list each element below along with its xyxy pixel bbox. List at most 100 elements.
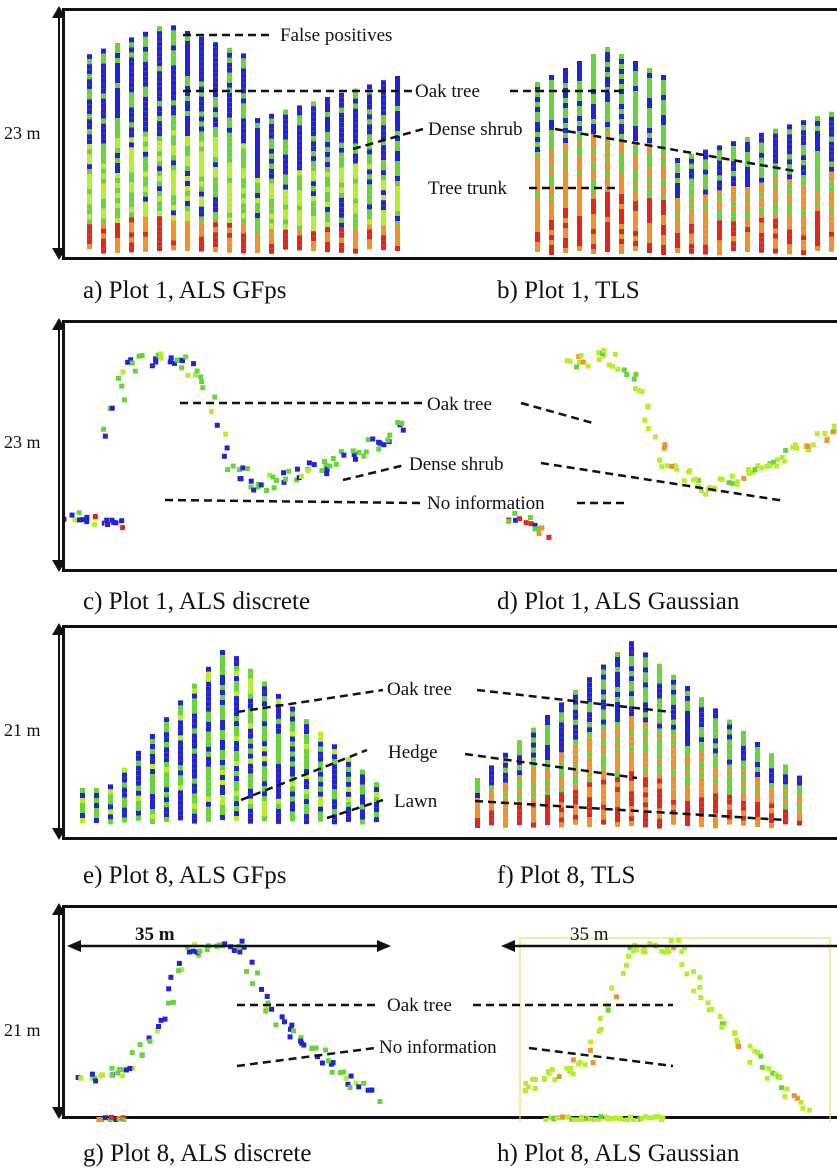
- point: [689, 208, 694, 214]
- point: [290, 751, 295, 757]
- point: [532, 522, 538, 528]
- point: [199, 96, 204, 102]
- point: [633, 126, 638, 131]
- point: [171, 75, 176, 81]
- point: [313, 1045, 319, 1051]
- point: [717, 210, 722, 216]
- point: [129, 222, 134, 228]
- point: [713, 763, 718, 769]
- height-dimension-row4: 21 m: [0, 905, 60, 1119]
- point: [346, 756, 351, 762]
- point: [769, 808, 774, 814]
- point: [573, 729, 578, 735]
- point: [321, 458, 327, 464]
- point: [671, 794, 676, 800]
- point: [157, 146, 162, 152]
- point: [531, 822, 536, 828]
- point: [311, 131, 316, 137]
- point: [815, 216, 820, 221]
- point: [587, 682, 592, 688]
- point: [213, 52, 218, 58]
- point: [577, 146, 582, 151]
- point: [129, 192, 134, 198]
- point: [559, 802, 564, 808]
- point: [374, 812, 379, 818]
- point: [129, 107, 134, 113]
- point: [671, 689, 676, 695]
- point: [136, 790, 141, 796]
- point: [234, 791, 239, 797]
- point: [143, 131, 148, 137]
- point: [262, 761, 267, 767]
- point: [395, 111, 400, 116]
- point: [185, 131, 190, 136]
- extent-box: [519, 937, 831, 1122]
- point: [171, 80, 176, 86]
- point: [517, 795, 522, 801]
- height-arrow-line: [58, 14, 60, 254]
- point: [276, 763, 281, 769]
- point: [150, 799, 155, 804]
- point: [213, 172, 218, 178]
- point: [699, 732, 704, 738]
- point: [129, 122, 134, 128]
- point: [108, 809, 113, 815]
- point: [199, 211, 204, 217]
- point: [150, 734, 155, 739]
- point: [129, 247, 134, 253]
- point: [87, 219, 92, 225]
- point: [731, 146, 736, 152]
- point: [381, 175, 386, 181]
- point: [220, 725, 225, 730]
- point: [549, 240, 554, 245]
- point: [797, 820, 802, 826]
- point: [783, 789, 788, 795]
- point: [176, 968, 182, 974]
- point: [346, 791, 351, 797]
- point: [671, 704, 676, 710]
- point: [587, 717, 592, 723]
- point: [554, 1114, 560, 1120]
- point: [559, 767, 564, 773]
- point: [671, 764, 676, 770]
- point: [689, 163, 694, 169]
- point: [727, 814, 732, 820]
- point: [587, 757, 592, 763]
- point: [157, 231, 162, 237]
- point: [199, 191, 204, 197]
- point: [199, 111, 204, 117]
- point: [633, 151, 638, 156]
- point: [633, 146, 638, 151]
- point: [815, 166, 820, 171]
- point: [136, 775, 141, 781]
- point: [764, 463, 770, 469]
- point: [87, 214, 92, 220]
- point: [759, 132, 764, 138]
- point: [741, 805, 746, 811]
- point: [645, 403, 651, 409]
- point: [633, 191, 638, 196]
- point: [339, 142, 344, 148]
- point: [185, 156, 190, 161]
- point: [178, 800, 183, 806]
- point: [248, 688, 253, 694]
- point: [783, 448, 789, 454]
- point: [567, 358, 573, 364]
- point: [185, 51, 190, 56]
- point: [178, 725, 183, 731]
- point: [115, 213, 120, 218]
- point: [643, 752, 648, 758]
- point: [619, 194, 624, 199]
- point: [171, 45, 176, 51]
- point: [132, 368, 138, 374]
- point: [241, 198, 246, 204]
- point: [325, 122, 330, 127]
- point: [101, 88, 106, 94]
- point: [122, 777, 127, 783]
- point: [759, 187, 764, 193]
- point: [76, 517, 82, 523]
- point: [318, 756, 323, 762]
- point: [171, 180, 176, 186]
- point: [157, 226, 162, 232]
- point: [213, 127, 218, 133]
